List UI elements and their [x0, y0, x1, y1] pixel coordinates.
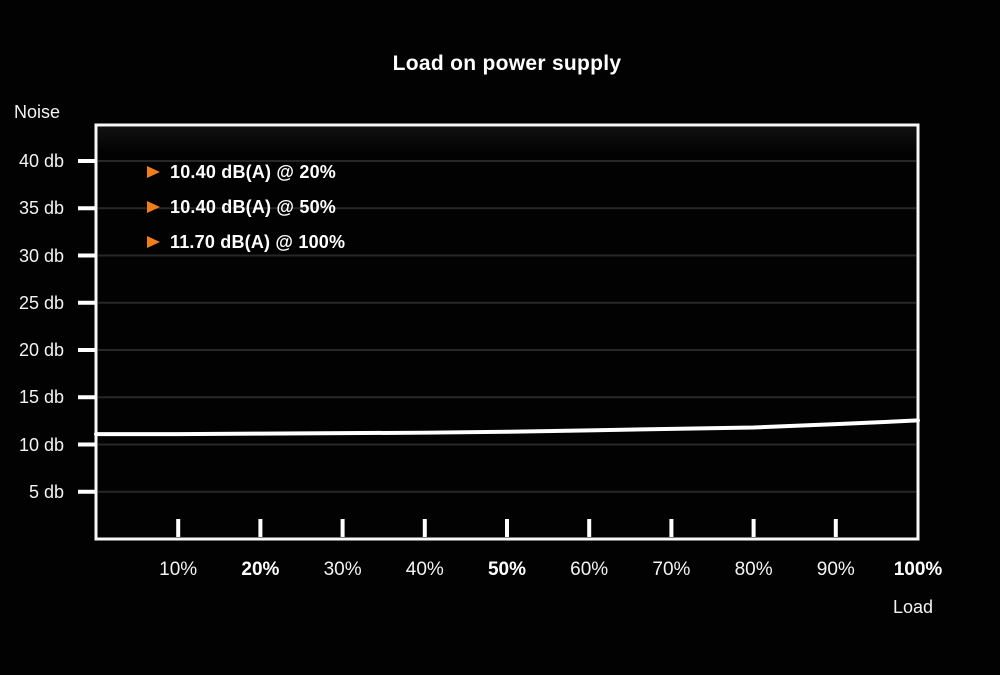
x-tick-label: 20%	[241, 559, 280, 580]
x-tick-label: 50%	[487, 559, 527, 580]
plot-top-sheen	[98, 127, 916, 153]
legend-item: 10.40 dB(A) @ 50%	[147, 194, 345, 220]
y-tick-label: 20 db	[18, 340, 64, 360]
noise-line	[94, 418, 920, 437]
legend-label: 11.70 dB(A) @ 100%	[170, 231, 346, 252]
x-tick-label: 40%	[405, 559, 444, 580]
legend: 10.40 dB(A) @ 20% 10.40 dB(A) @ 50% 11.70 …	[147, 159, 345, 264]
triangle-right-icon	[147, 166, 160, 178]
x-tick-label: 10%	[159, 559, 198, 580]
y-tick-label: 10 db	[18, 434, 64, 455]
x-tick-label: 60%	[570, 559, 609, 580]
y-tick-label: 15 db	[18, 387, 64, 408]
x-axis-title: Load	[892, 597, 934, 617]
legend-item: 11.70 dB(A) @ 100%	[147, 229, 345, 255]
x-tick-label: 80%	[734, 559, 773, 580]
legend-label: 10.40 dB(A) @ 50%	[170, 196, 337, 217]
legend-label: 10.40 dB(A) @ 20%	[170, 161, 337, 182]
x-tick-label: 90%	[816, 559, 855, 580]
x-tick-label: 100%	[893, 559, 943, 580]
x-tick-label: 70%	[652, 559, 691, 580]
y-tick-label: 25 db	[18, 292, 64, 313]
triangle-right-icon	[147, 236, 160, 248]
triangle-right-icon	[147, 201, 160, 213]
y-tick-label: 40 db	[18, 151, 64, 171]
plot-frame	[94, 123, 920, 541]
y-axis-title: Noise	[14, 102, 61, 122]
y-tick-label: 30 db	[18, 245, 64, 266]
legend-item: 10.40 dB(A) @ 20%	[147, 159, 345, 185]
x-tick-label: 30%	[323, 559, 362, 580]
y-tick-label: 5 db	[28, 481, 64, 502]
y-tick-label: 35 db	[18, 198, 64, 219]
chart-title: Load on power supply	[392, 52, 622, 75]
